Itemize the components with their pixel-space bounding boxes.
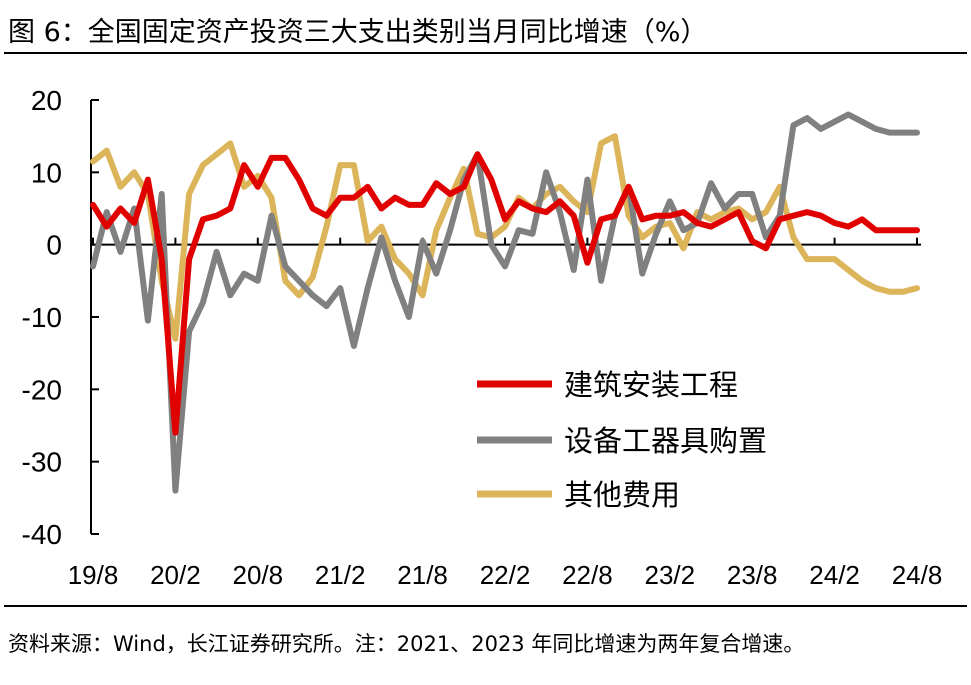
x-tick-label: 20/8 — [232, 560, 283, 590]
chart-series — [90, 111, 920, 494]
source-note: 资料来源：Wind，长江证券研究所。注：2021、2023 年同比增速为两年复合… — [8, 632, 805, 656]
y-tick-label: -40 — [22, 519, 62, 550]
x-tick-label: 21/2 — [315, 560, 366, 590]
y-tick-label: 10 — [31, 157, 62, 188]
legend-label-1: 设备工器具购置 — [564, 425, 767, 458]
x-tick-label: 24/8 — [892, 560, 943, 590]
x-tick-label: 23/8 — [727, 560, 778, 590]
y-tick-label: 0 — [46, 230, 62, 261]
x-tick-label: 23/2 — [644, 560, 695, 590]
y-tick-label: -20 — [22, 374, 62, 405]
x-tick-label: 22/8 — [562, 560, 613, 590]
x-tick-label: 22/2 — [480, 560, 531, 590]
top-rule — [4, 52, 967, 54]
y-tick-label: 20 — [31, 85, 62, 116]
y-tick-label: -10 — [22, 302, 62, 333]
x-tick-label: 21/8 — [397, 560, 448, 590]
legend-label-0: 建筑安装工程 — [564, 369, 738, 402]
x-tick-label: 19/8 — [68, 560, 119, 590]
legend-label-2: 其他费用 — [564, 479, 680, 512]
x-tick-label: 24/2 — [809, 560, 860, 590]
figure-title: 图 6：全国固定资产投资三大支出类别当月同比增速（%） — [8, 17, 708, 48]
x-tick-label: 20/2 — [150, 560, 201, 590]
y-tick-label: -30 — [22, 447, 62, 478]
series-line-2 — [90, 133, 920, 342]
series-line-0 — [90, 151, 920, 436]
bottom-rule — [4, 605, 967, 607]
series-line-1 — [90, 111, 920, 494]
